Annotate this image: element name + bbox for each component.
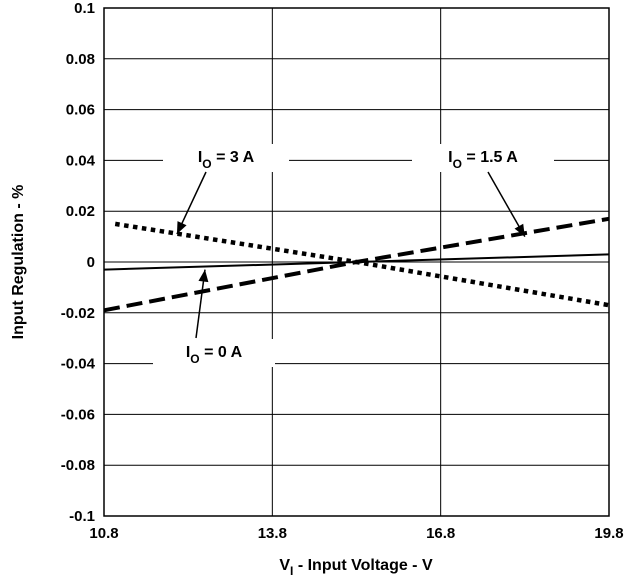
x-axis-label: VI - Input Voltage - V [279, 557, 433, 578]
y-tick-label: -0.08 [61, 457, 95, 474]
y-tick-label: -0.02 [61, 305, 95, 322]
y-tick-label: 0.1 [74, 0, 95, 17]
y-tick-label: -0.06 [61, 406, 95, 423]
annotation-label-io0: IO = 0 A [186, 344, 243, 366]
x-axis-label-rest: - Input Voltage - V [293, 557, 433, 574]
x-tick-label: 19.8 [594, 525, 623, 542]
y-tick-labels: 0.1 0.08 0.06 0.04 0.02 0 -0.02 -0.04 -0.06 -0.08… [61, 0, 96, 525]
y-tick-label: 0.02 [66, 203, 95, 220]
annotation-arrowhead-io0 [198, 269, 209, 283]
y-tick-label: 0 [87, 254, 95, 271]
annotation-bg-io3 [163, 144, 289, 172]
annotation-rest: = 1.5 A [462, 149, 518, 166]
x-tick-labels: 10.8 13.8 16.8 19.8 [89, 525, 623, 542]
y-tick-label: -0.1 [69, 508, 95, 525]
annotation-arrow-io15 [487, 171, 526, 237]
annotation-main: I [186, 344, 190, 361]
annotation-arrowhead-io3 [176, 221, 187, 235]
annotation-main: I [198, 149, 202, 166]
annotation-label-io15: IO = 1.5 A [448, 149, 518, 171]
plot-series [103, 216, 610, 313]
y-tick-label: 0.04 [66, 152, 96, 169]
annotation-arrowhead-io15 [514, 223, 525, 237]
annotation-sub: O [202, 157, 211, 171]
y-axis-label: Input Regulation - % [10, 185, 27, 340]
x-tick-label: 16.8 [426, 525, 455, 542]
y-tick-label: 0.06 [66, 102, 95, 119]
annotation-rest: = 3 A [212, 149, 255, 166]
annotation-main: I [448, 149, 452, 166]
annotation-sub: O [190, 352, 199, 366]
x-axis-label-sub: I [290, 564, 293, 578]
series-line-io3 [114, 221, 610, 308]
annotations: IO = 3 A IO = 1.5 AIO = 0 A [153, 144, 554, 367]
annotation-bg-io0 [153, 339, 275, 367]
annotation-label-io3: IO = 3 A [198, 149, 255, 171]
annotation-sub: O [453, 157, 462, 171]
y-tick-label: 0.08 [66, 51, 95, 68]
annotation-rest: = 0 A [200, 344, 243, 361]
plot-frame [103, 7, 610, 517]
x-axis-label-main: V [279, 557, 290, 574]
y-tick-label: -0.04 [61, 356, 96, 373]
x-tick-label: 13.8 [258, 525, 287, 542]
x-tick-label: 10.8 [89, 525, 118, 542]
annotation-bg-io15 [412, 144, 554, 172]
